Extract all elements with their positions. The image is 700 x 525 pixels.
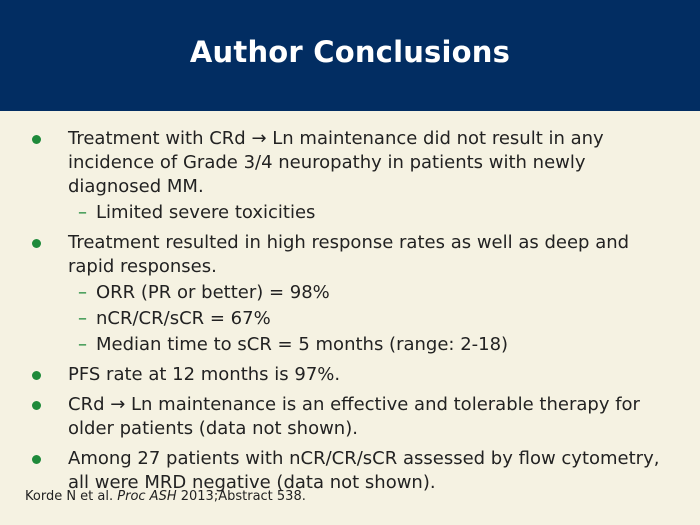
bullet-dot-icon — [32, 371, 41, 380]
dash-icon: – — [78, 282, 87, 303]
sub-bullet-text: ORR (PR or better) = 98% — [96, 282, 330, 303]
sub-bullet-item: – Limited severe toxicities — [78, 201, 680, 225]
bullet-text: Treatment resulted in high response rate… — [68, 232, 630, 277]
sub-bullet-item: – ORR (PR or better) = 98% — [78, 281, 680, 305]
bullet-text: Among 27 patients with nCR/CR/sCR assess… — [68, 448, 660, 493]
sub-bullet-text: nCR/CR/sCR = 67% — [96, 308, 271, 329]
dash-icon: – — [78, 334, 87, 355]
citation-rest: 2013;Abstract 538. — [176, 489, 306, 504]
citation: Korde N et al. Proc ASH 2013;Abstract 53… — [25, 489, 306, 504]
bullet-item: PFS rate at 12 months is 97%. — [30, 363, 680, 387]
bullet-item: Treatment with CRd → Ln maintenance did … — [30, 127, 680, 199]
bullet-text: Treatment with CRd → Ln maintenance did … — [68, 128, 604, 197]
bullet-text: CRd → Ln maintenance is an effective and… — [68, 394, 640, 439]
sub-bullet-item: – nCR/CR/sCR = 67% — [78, 307, 680, 331]
dash-icon: – — [78, 202, 87, 223]
dash-icon: – — [78, 308, 87, 329]
sub-bullet-text: Median time to sCR = 5 months (range: 2-… — [96, 334, 509, 355]
bullet-dot-icon — [32, 401, 41, 410]
citation-authors: Korde N et al. — [25, 489, 118, 504]
bullet-dot-icon — [32, 135, 41, 144]
bullet-item: Treatment resulted in high response rate… — [30, 231, 680, 279]
slide-title: Author Conclusions — [189, 34, 511, 69]
bullet-item: Among 27 patients with nCR/CR/sCR assess… — [30, 447, 680, 495]
sub-bullet-text: Limited severe toxicities — [96, 202, 316, 223]
bullet-dot-icon — [32, 455, 41, 464]
sub-bullet-item: – Median time to sCR = 5 months (range: … — [78, 333, 680, 357]
citation-journal: Proc ASH — [117, 489, 177, 504]
bullet-dot-icon — [32, 239, 41, 248]
bullet-item: CRd → Ln maintenance is an effective and… — [30, 393, 680, 441]
bullet-list: Treatment with CRd → Ln maintenance did … — [30, 127, 680, 495]
slide-header: Author Conclusions — [0, 0, 700, 111]
bullet-text: PFS rate at 12 months is 97%. — [68, 364, 341, 385]
